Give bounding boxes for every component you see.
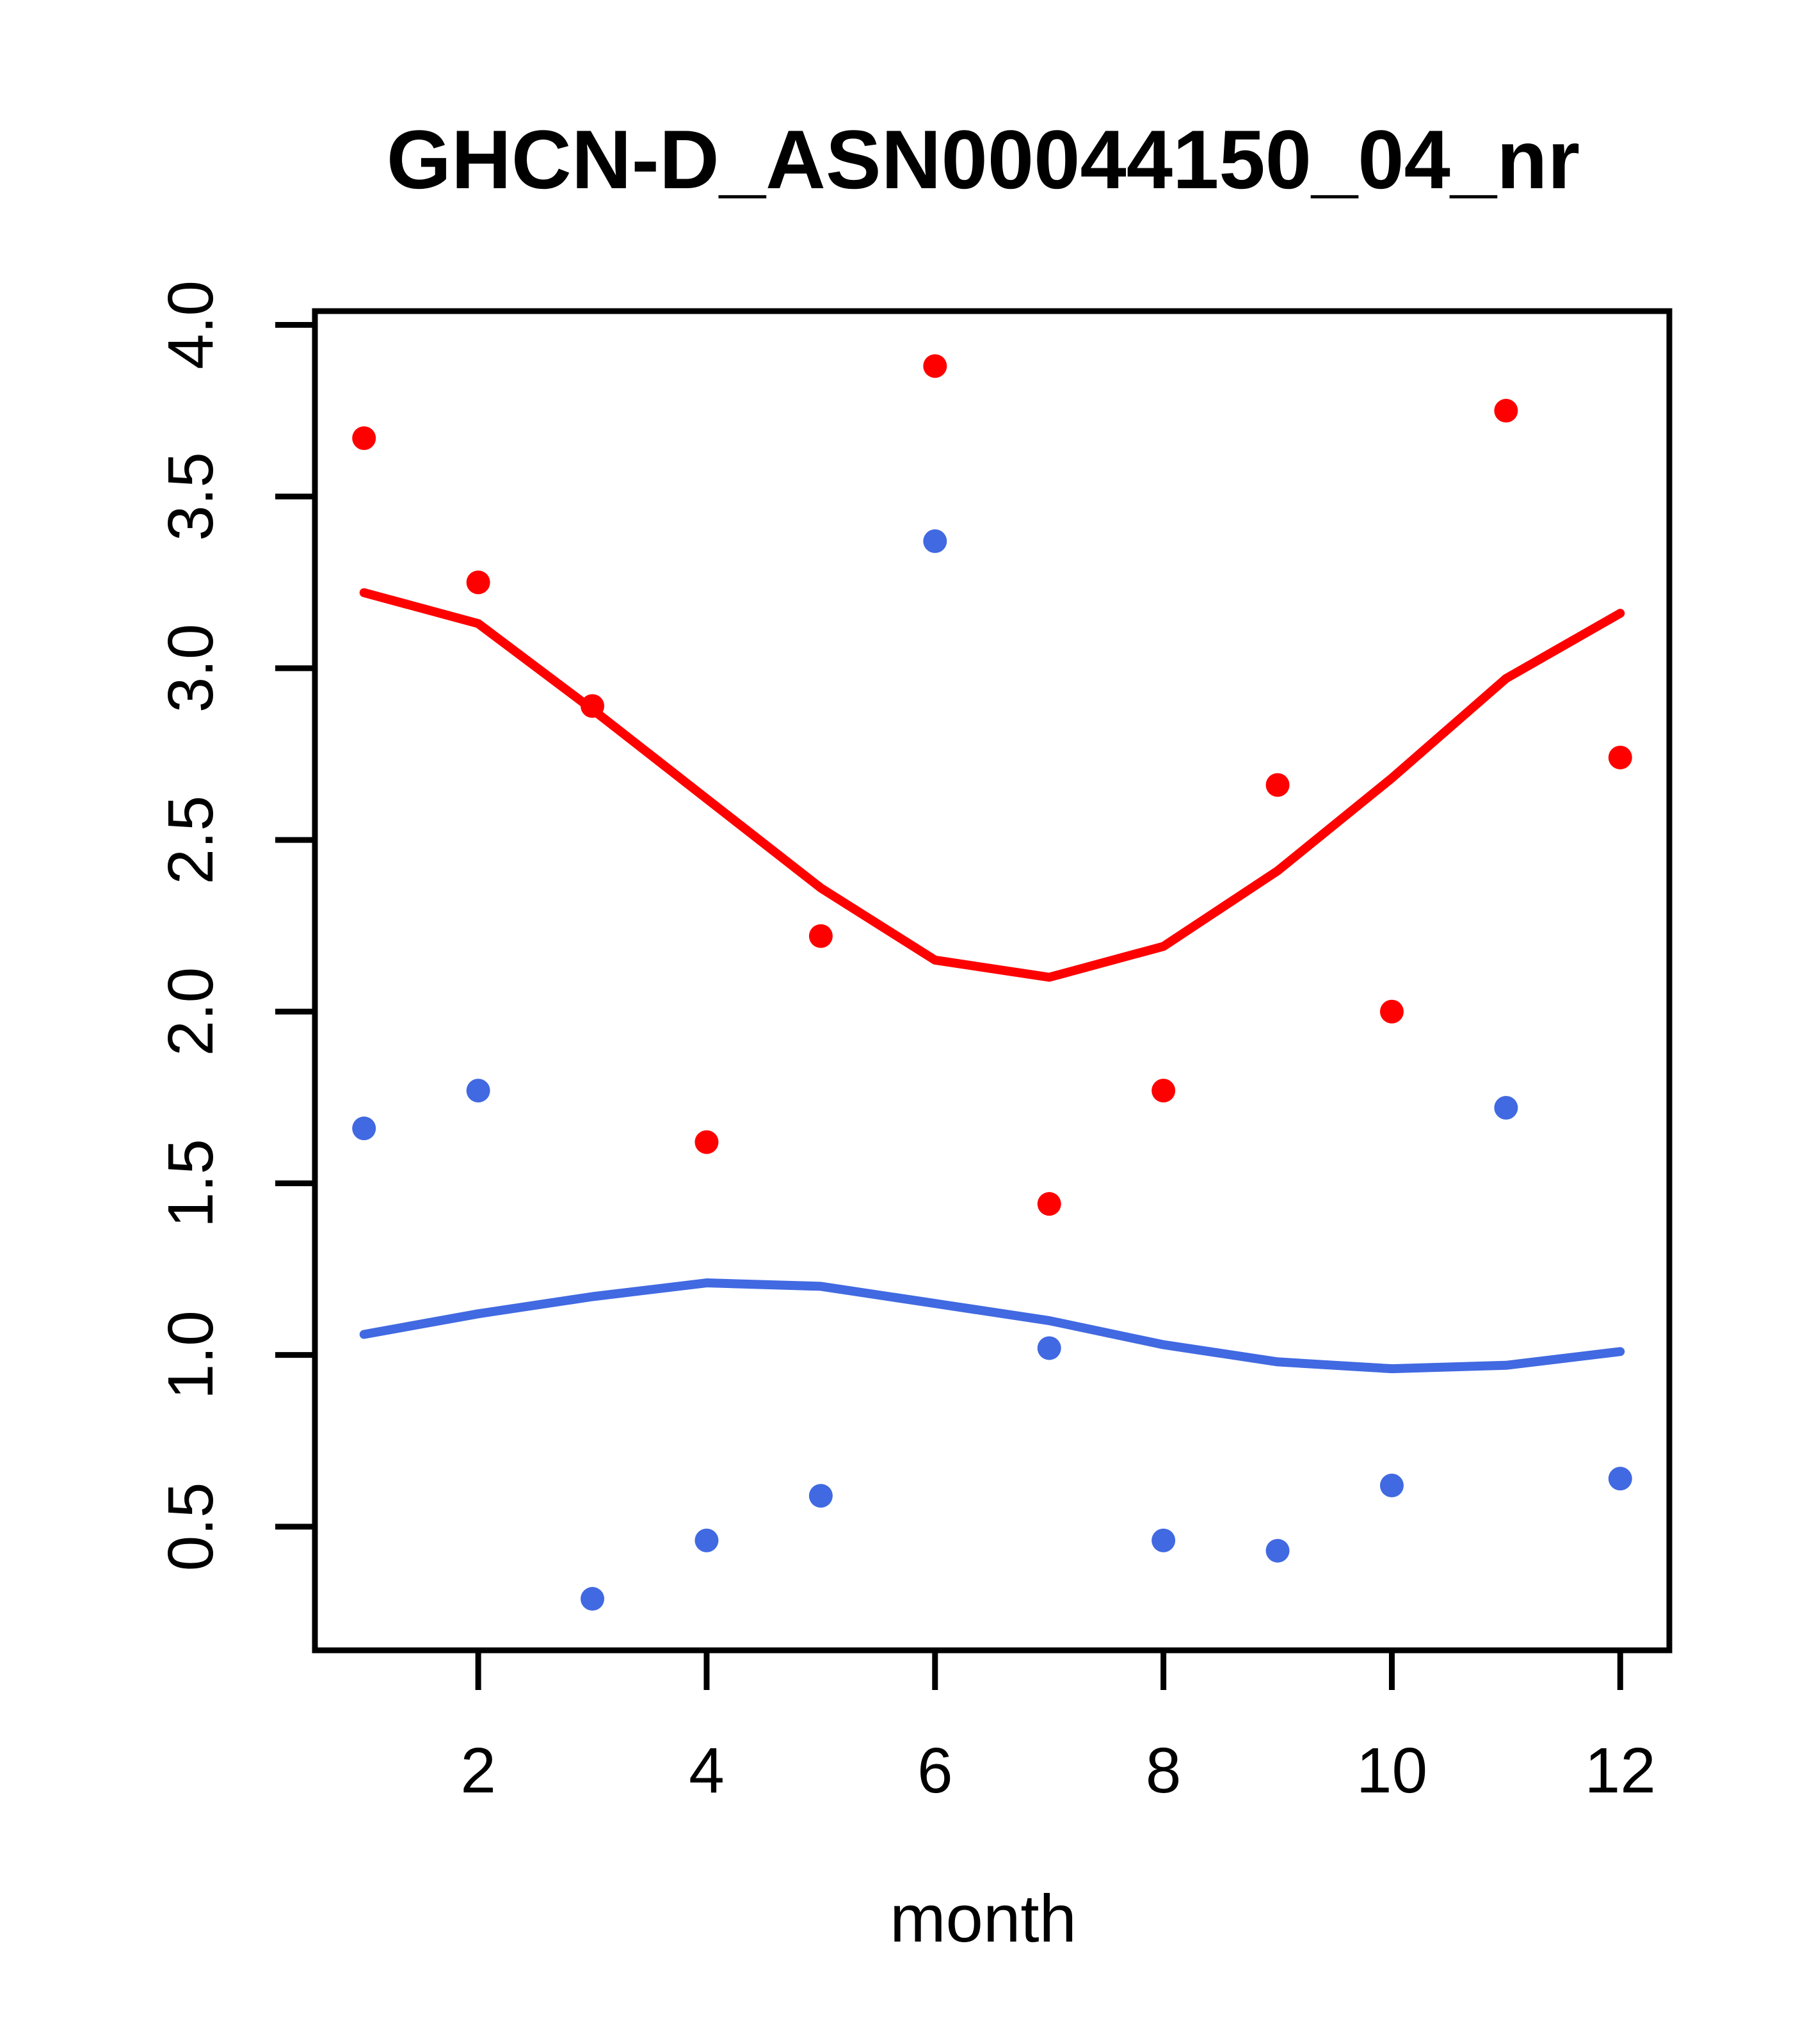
y-tick-label: 3.5 [155,452,227,541]
red-point [1265,773,1290,797]
red-point [808,924,833,948]
x-axis: 2 4 6 8 10 12 [460,1650,1656,1807]
x-tick-label: 10 [1356,1735,1427,1807]
blue-point [1265,1538,1290,1563]
x-tick-label: 8 [1146,1735,1182,1807]
red-point [1608,745,1632,769]
y-axis: 0.5 1.0 1.5 2.0 2.5 3.0 3.5 4.0 [155,280,315,1571]
series-layer [352,354,1632,1611]
blue-point [808,1484,833,1508]
blue-point [1037,1336,1061,1360]
red-point [1152,1079,1176,1103]
blue-point [1608,1467,1632,1491]
x-axis-label: month [890,1881,1077,1956]
red-point [694,1130,719,1154]
red-point [1379,999,1404,1024]
x-tick-label: 4 [689,1735,725,1807]
y-tick-label: 1.0 [155,1310,227,1399]
blue-point [694,1528,719,1552]
red-point [1037,1192,1061,1216]
red-point [466,570,490,595]
y-tick-label: 1.5 [155,1139,227,1228]
y-tick-label: 0.5 [155,1482,227,1571]
blue-point [1494,1095,1518,1120]
y-tick-label: 2.0 [155,967,227,1056]
x-tick-label: 6 [917,1735,953,1807]
plot-area-border [312,308,1673,1654]
y-tick-label: 4.0 [155,280,227,369]
blue-point [352,1116,376,1141]
y-tick-label: 3.0 [155,624,227,712]
red-point [1494,399,1518,423]
blue-point [1152,1528,1176,1552]
blue-loess-line [359,1278,1625,1374]
red-point [923,354,947,378]
blue-point [1379,1474,1404,1498]
blue-point [466,1079,490,1103]
red-loess-line [359,588,1625,982]
red-point [352,426,376,450]
blue-point [581,1587,605,1611]
x-tick-label: 2 [460,1735,496,1807]
y-tick-label: 2.5 [155,796,227,885]
chart-title: GHCN-D_ASN00044150_04_nr [387,113,1580,206]
blue-point [923,529,947,553]
x-tick-label: 12 [1585,1735,1656,1807]
